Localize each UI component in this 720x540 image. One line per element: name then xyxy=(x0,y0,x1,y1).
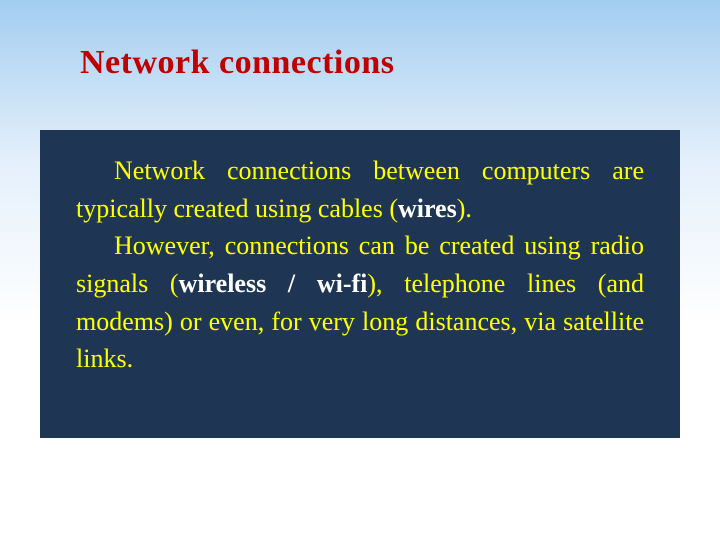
paragraph-2: However, connections can be created usin… xyxy=(76,227,644,378)
paragraph-1: Network connections between computers ar… xyxy=(76,152,644,227)
text-run: ). xyxy=(457,194,472,223)
text-run-bold: wireless / wi-fi xyxy=(179,269,368,298)
content-box: Network connections between computers ar… xyxy=(40,130,680,438)
text-run: Network connections between computers ar… xyxy=(76,156,644,223)
text-run-bold: wires xyxy=(398,194,457,223)
slide: Network connections Network connections … xyxy=(0,0,720,540)
slide-title: Network connections xyxy=(80,44,395,82)
